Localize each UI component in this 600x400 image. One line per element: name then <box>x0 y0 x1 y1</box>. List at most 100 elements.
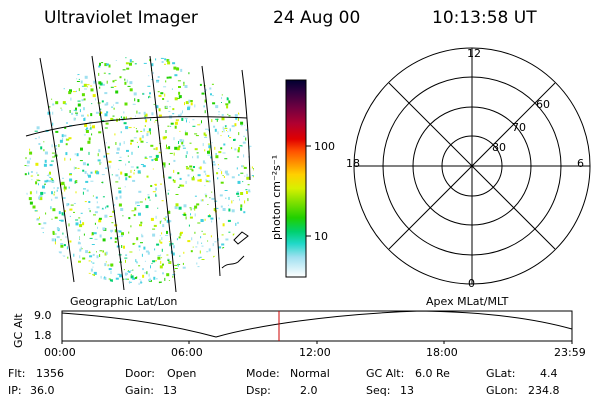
uv-speckle <box>137 170 141 174</box>
uv-speckle <box>130 169 132 173</box>
uv-speckle <box>121 232 124 236</box>
uv-speckle <box>72 91 76 93</box>
uv-speckle <box>244 200 246 204</box>
uv-speckle <box>114 240 117 243</box>
uv-speckle <box>179 139 183 143</box>
uv-speckle <box>224 190 228 191</box>
uv-speckle <box>98 81 102 85</box>
uv-speckle <box>208 248 211 252</box>
uv-speckle <box>192 125 196 127</box>
uv-speckle <box>31 175 34 177</box>
uv-speckle <box>133 92 137 96</box>
uv-speckle <box>104 92 108 95</box>
uv-speckle <box>131 61 134 63</box>
uv-speckle <box>44 180 48 183</box>
uv-speckle <box>236 167 238 170</box>
uv-speckle <box>172 179 174 182</box>
uv-speckle <box>112 115 115 117</box>
polar-spoke <box>388 82 556 250</box>
uv-speckle <box>86 189 89 192</box>
uv-speckle <box>114 79 117 81</box>
uv-speckle <box>152 233 156 237</box>
uv-speckle <box>81 248 83 250</box>
uv-speckle <box>136 166 139 169</box>
uv-speckle <box>75 90 77 92</box>
uv-speckle <box>168 59 170 62</box>
uv-speckle <box>165 130 167 133</box>
y-tick-1.8: 1.8 <box>34 329 52 342</box>
uv-speckle <box>242 181 244 183</box>
uv-speckle <box>160 260 162 264</box>
uv-speckle <box>62 255 66 257</box>
uv-speckle <box>164 58 167 61</box>
uv-speckle <box>108 73 111 75</box>
uv-speckle <box>174 264 178 266</box>
uv-speckle <box>130 274 132 276</box>
uv-speckle <box>50 178 53 180</box>
uv-speckle <box>163 86 167 88</box>
uv-speckle <box>179 184 183 187</box>
mlt-label-12: 12 <box>467 47 481 60</box>
uv-speckle <box>87 114 89 117</box>
uv-speckle <box>130 139 134 142</box>
uv-speckle <box>69 240 72 243</box>
uv-speckle <box>155 58 157 61</box>
uv-speckle <box>245 189 248 191</box>
uv-speckle <box>167 189 170 191</box>
uv-speckle <box>221 234 224 236</box>
uv-speckle <box>42 185 45 189</box>
uv-speckle <box>85 130 89 133</box>
uv-speckle <box>92 266 94 268</box>
uv-speckle <box>150 185 153 187</box>
uv-speckle <box>177 186 180 188</box>
uv-speckle <box>130 275 134 279</box>
uv-speckle <box>119 274 123 278</box>
uv-speckle <box>217 164 219 166</box>
uv-speckle <box>160 57 164 59</box>
uv-speckle <box>169 152 173 154</box>
uv-speckle <box>118 168 120 170</box>
uv-speckle <box>178 91 181 95</box>
uv-speckle <box>178 236 181 239</box>
uv-speckle <box>118 190 122 194</box>
uv-speckle <box>120 116 122 119</box>
uv-speckle <box>88 260 91 262</box>
uv-speckle <box>174 97 178 101</box>
uv-speckle <box>212 243 214 247</box>
uv-speckle <box>206 174 210 177</box>
uv-speckle <box>90 85 93 87</box>
timeline-plot <box>61 310 573 344</box>
uv-speckle <box>144 260 146 262</box>
coastline <box>233 231 249 245</box>
uv-speckle <box>211 191 213 193</box>
uv-speckle <box>134 63 137 65</box>
uv-speckle <box>120 208 124 211</box>
uv-speckle <box>149 96 152 98</box>
uv-speckle <box>194 208 196 211</box>
uv-speckle <box>213 208 216 211</box>
uv-speckle <box>218 168 220 169</box>
uv-speckle <box>253 168 254 170</box>
uv-speckle <box>173 169 175 173</box>
uv-speckle <box>210 235 212 238</box>
uv-speckle <box>35 181 38 185</box>
uv-speckle <box>77 229 81 232</box>
uv-speckle <box>204 218 206 221</box>
uv-speckle <box>127 270 129 272</box>
uv-speckle <box>123 141 125 145</box>
uv-speckle <box>233 138 236 141</box>
status-dsp-value: 2.0 <box>300 384 318 397</box>
uv-speckle <box>203 105 205 108</box>
status-glat-label: GLat: <box>486 367 516 380</box>
uv-speckle <box>166 219 170 223</box>
uv-speckle <box>139 249 140 251</box>
uv-speckle <box>96 255 99 259</box>
uv-speckle <box>24 165 27 166</box>
uv-speckle <box>95 111 99 114</box>
uv-speckle <box>29 148 31 151</box>
uv-speckle <box>99 234 102 238</box>
uv-speckle <box>29 151 33 155</box>
uv-speckle <box>174 121 178 125</box>
uv-speckle <box>140 242 143 244</box>
